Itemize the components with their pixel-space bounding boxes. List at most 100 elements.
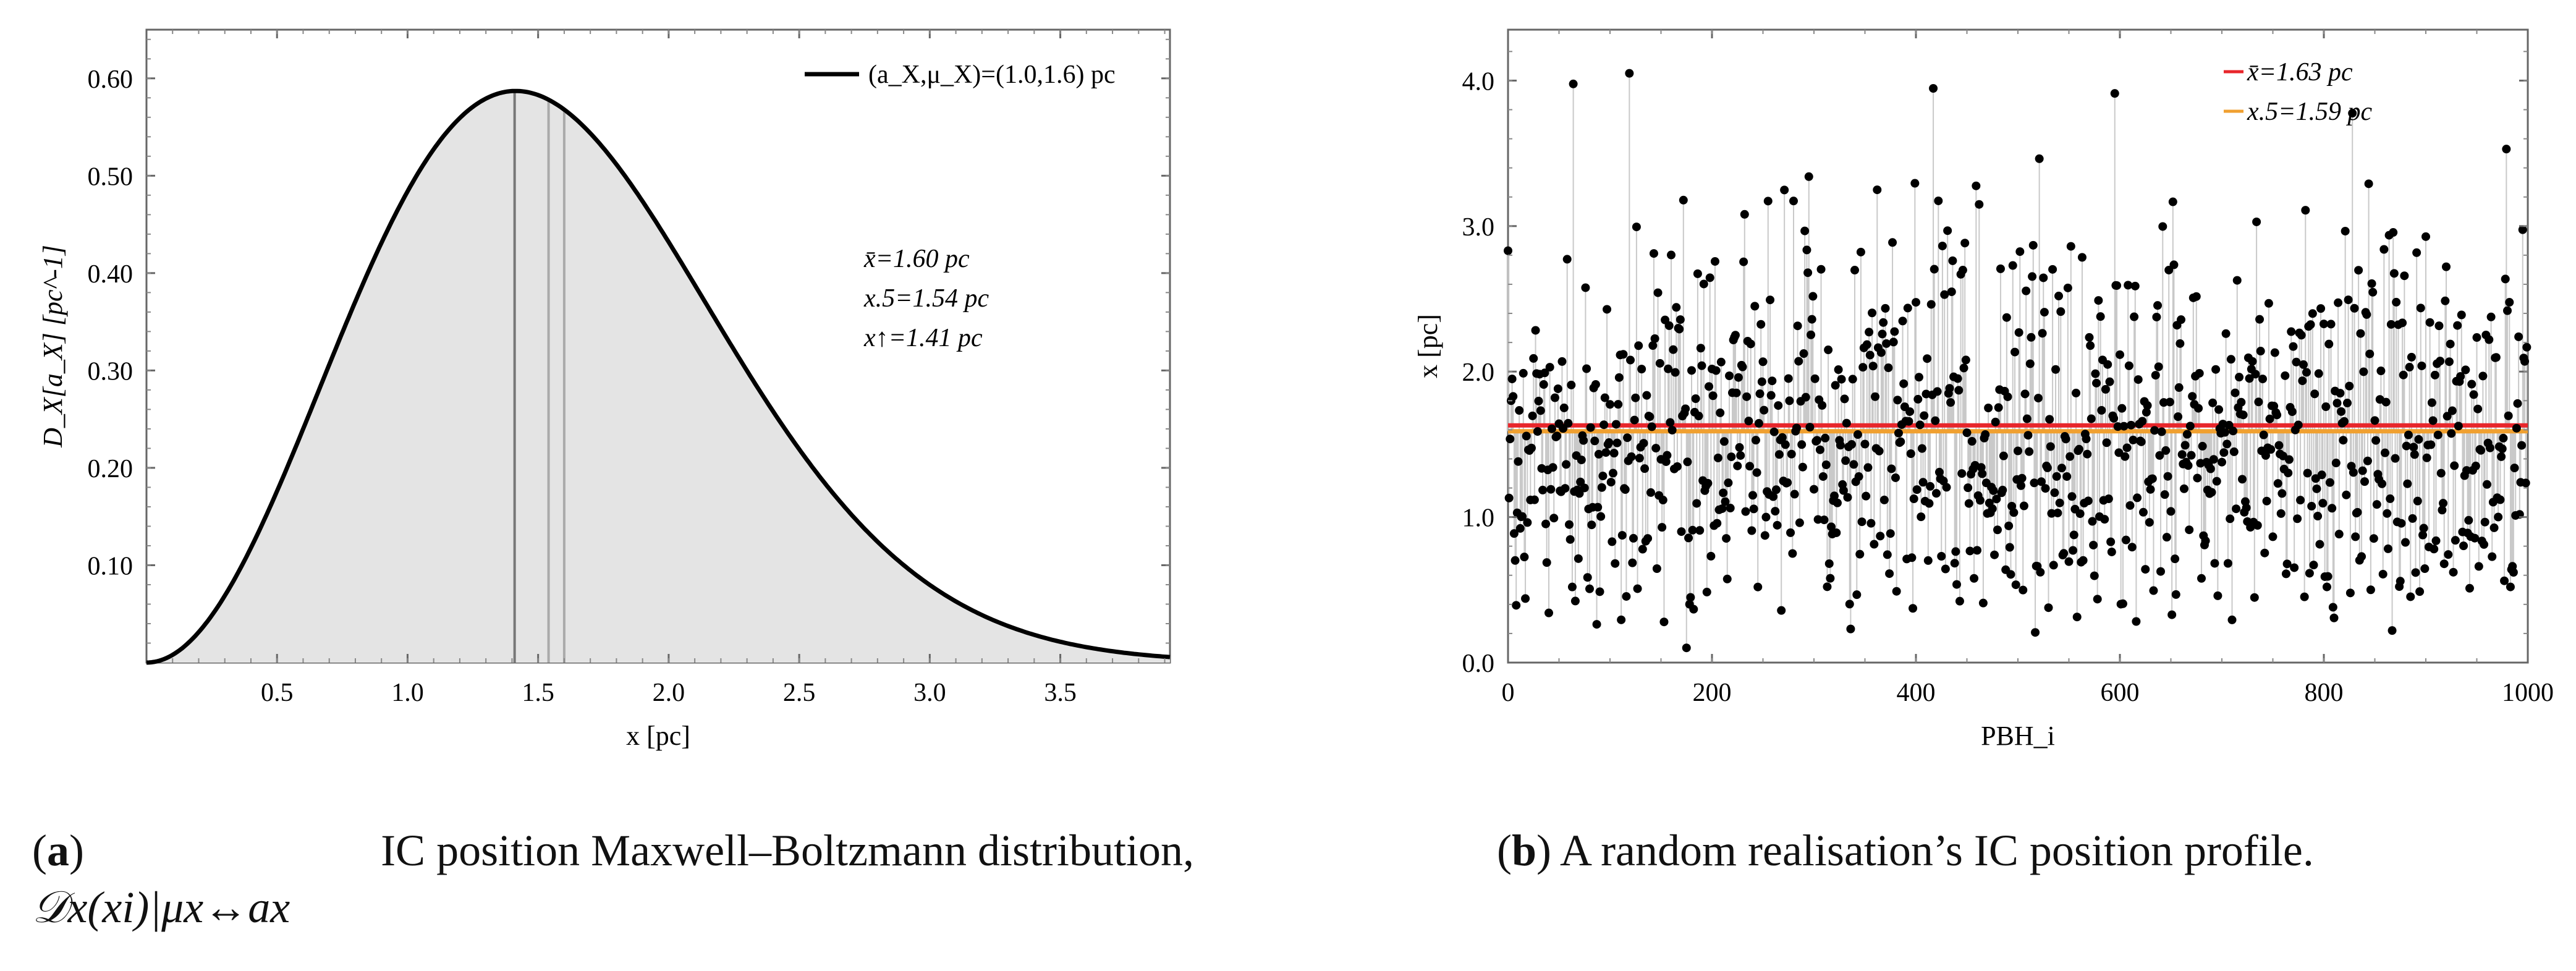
data-point bbox=[2266, 445, 2276, 454]
data-point bbox=[2425, 318, 2434, 327]
x-tick-label: 3.0 bbox=[913, 679, 946, 707]
data-point bbox=[2075, 509, 2085, 519]
x-tick-label: 2.0 bbox=[653, 679, 685, 707]
data-point bbox=[1594, 449, 1603, 459]
data-point bbox=[2132, 617, 2141, 626]
data-point bbox=[1942, 483, 1951, 492]
data-point bbox=[1522, 431, 1531, 441]
data-point bbox=[1906, 449, 1915, 459]
data-point bbox=[1679, 195, 1688, 205]
data-point bbox=[1553, 431, 1562, 441]
data-point bbox=[2065, 452, 2075, 461]
data-point bbox=[1899, 379, 1909, 388]
data-point bbox=[1994, 403, 2003, 412]
data-point bbox=[2328, 603, 2337, 612]
mode-annotation: x↑=1.41 pc bbox=[863, 324, 983, 352]
data-point bbox=[1975, 496, 1985, 505]
data-point bbox=[1807, 330, 1816, 339]
data-point bbox=[2383, 544, 2392, 553]
data-point bbox=[2392, 297, 2401, 307]
y-tick-label: 0.0 bbox=[1462, 650, 1495, 678]
data-point bbox=[1843, 493, 1852, 502]
data-point bbox=[2057, 464, 2066, 473]
data-point bbox=[1529, 354, 1538, 363]
data-point bbox=[2157, 427, 2166, 436]
data-point bbox=[1891, 473, 1900, 482]
data-point bbox=[1964, 483, 1973, 493]
data-point bbox=[2014, 328, 2023, 337]
data-point bbox=[1703, 478, 1713, 488]
data-point bbox=[1824, 346, 1833, 355]
data-point bbox=[2072, 388, 2081, 397]
data-point bbox=[2408, 514, 2417, 523]
data-point bbox=[2148, 474, 2157, 483]
data-point bbox=[1628, 558, 1637, 567]
data-point bbox=[1577, 456, 1586, 465]
data-point bbox=[2198, 441, 2207, 451]
data-point bbox=[1967, 437, 1976, 446]
data-point bbox=[2368, 287, 2378, 297]
data-point bbox=[1514, 457, 1523, 466]
data-point bbox=[1769, 427, 1779, 436]
data-point bbox=[1702, 587, 1711, 596]
data-point bbox=[2010, 347, 2020, 357]
data-point bbox=[2514, 332, 2523, 341]
data-point bbox=[2281, 371, 2290, 380]
data-point bbox=[2129, 435, 2138, 444]
data-point bbox=[2145, 518, 2154, 527]
data-point bbox=[2447, 406, 2457, 415]
data-point bbox=[1870, 540, 1879, 549]
data-point bbox=[1816, 265, 1826, 274]
data-point bbox=[2046, 442, 2055, 451]
data-point bbox=[2339, 436, 2348, 445]
data-point bbox=[1857, 517, 1866, 527]
data-point bbox=[2367, 279, 2376, 288]
data-point bbox=[2028, 240, 2038, 250]
mean-annotation: x̄=1.60 pc bbox=[863, 245, 970, 273]
data-point bbox=[2485, 335, 2494, 344]
data-point bbox=[1614, 400, 1623, 409]
data-point bbox=[2150, 426, 2159, 435]
data-point bbox=[2221, 329, 2231, 338]
data-point bbox=[1599, 420, 1609, 430]
data-point bbox=[2087, 414, 2096, 423]
data-point bbox=[2485, 443, 2494, 452]
data-point bbox=[2486, 312, 2496, 321]
data-point bbox=[2436, 357, 2445, 366]
data-point bbox=[2358, 466, 2367, 475]
data-point bbox=[1787, 449, 1796, 459]
data-point bbox=[1962, 428, 1972, 438]
data-point bbox=[2184, 461, 2193, 470]
data-point bbox=[1866, 519, 1876, 528]
data-point bbox=[2121, 452, 2130, 461]
data-point bbox=[2025, 447, 2034, 456]
data-point bbox=[1538, 485, 1548, 494]
caption-a-formula: 𝒟x(xi)|μx↔ax bbox=[32, 883, 290, 932]
data-point bbox=[1879, 318, 1888, 327]
data-point bbox=[2404, 430, 2413, 439]
data-point bbox=[2332, 399, 2342, 408]
data-point bbox=[1640, 464, 1650, 473]
data-point bbox=[1913, 394, 1923, 404]
data-point bbox=[1894, 428, 1903, 438]
data-point bbox=[1914, 373, 1923, 382]
data-point bbox=[1773, 520, 1782, 530]
y-tick-label: 0.40 bbox=[88, 260, 133, 289]
data-point bbox=[1606, 400, 1614, 409]
data-point bbox=[1801, 392, 1810, 402]
data-point bbox=[2360, 477, 2369, 486]
data-point bbox=[2410, 450, 2419, 459]
data-point bbox=[1562, 460, 1571, 469]
data-point bbox=[2127, 420, 2136, 430]
data-point bbox=[1912, 485, 1921, 494]
data-point bbox=[1771, 485, 1781, 494]
data-point bbox=[2069, 546, 2078, 555]
data-point bbox=[2270, 348, 2279, 357]
data-point bbox=[2106, 537, 2116, 546]
data-point bbox=[1664, 321, 1674, 330]
data-point bbox=[2282, 559, 2292, 569]
data-point bbox=[1820, 515, 1829, 525]
data-point bbox=[2020, 389, 2030, 399]
data-point bbox=[1617, 615, 1626, 624]
data-point bbox=[2059, 549, 2069, 558]
